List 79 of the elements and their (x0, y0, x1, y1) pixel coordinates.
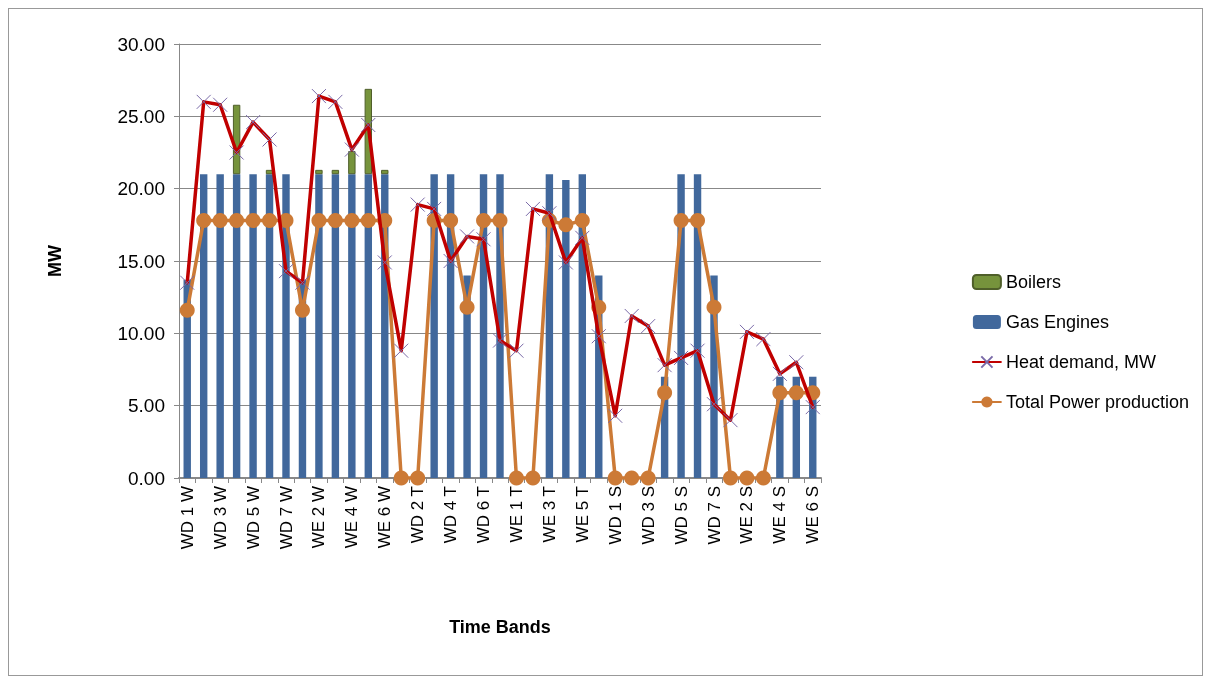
point (360, 213, 376, 228)
legend-label: Boilers (1005, 272, 1061, 292)
y-tick-label: 15.00 (117, 250, 165, 272)
x-tick-label: WD 2 T (408, 486, 428, 544)
point (443, 213, 459, 228)
point (722, 470, 738, 486)
x-tick-label: WE 4 W (342, 486, 362, 549)
y-tick-label: 0.00 (128, 467, 165, 489)
point (525, 470, 541, 486)
x-tick-label: WE 6 S (803, 486, 823, 544)
bar (348, 174, 356, 478)
point (574, 213, 590, 228)
point (508, 470, 524, 486)
point (476, 213, 492, 228)
x-tick-label: WD 7 S (704, 486, 724, 545)
point (755, 470, 771, 486)
legend-label: Heat demand, MW (1005, 352, 1156, 372)
x-tick-label: WE 5 T (572, 486, 592, 543)
bar (562, 179, 570, 478)
point (558, 217, 574, 233)
y-tick-label: 20.00 (117, 178, 165, 200)
point (410, 470, 426, 486)
bar (364, 174, 373, 478)
point (229, 213, 245, 228)
x-tick-label: WD 5 W (243, 486, 263, 550)
point (212, 213, 228, 228)
y-tick-label: 25.00 (117, 105, 165, 127)
legend-label: Total Power production (1005, 392, 1190, 412)
point (772, 385, 788, 401)
bar (331, 174, 340, 478)
point (706, 299, 722, 315)
x-axis-title: Time Bands (449, 617, 551, 637)
y-axis-title: MW (45, 245, 65, 277)
point (459, 299, 475, 315)
point (311, 213, 327, 228)
bar (348, 151, 356, 175)
x-tick-label: WE 3 T (539, 486, 559, 543)
x-tick-label: WE 2 S (737, 486, 757, 544)
y-tick-label: 10.00 (117, 322, 165, 344)
point (657, 385, 673, 401)
point (690, 213, 706, 228)
bar (249, 174, 257, 478)
bar (232, 174, 241, 478)
point (640, 470, 656, 486)
point (673, 213, 689, 228)
x-tick-label: WD 1 W (177, 486, 197, 550)
x-tick-label: WD 5 S (671, 486, 691, 545)
point (294, 302, 310, 318)
y-tick-label: 30.00 (117, 33, 165, 55)
x-tick-label: WE 6 W (375, 486, 395, 549)
bar (331, 169, 340, 175)
point (196, 213, 212, 228)
x-tick-label: WE 4 S (770, 486, 790, 544)
x-tick-label: WD 1 S (605, 486, 625, 545)
point (245, 213, 261, 228)
point (492, 213, 508, 228)
x-tick-label: WD 4 T (441, 486, 461, 544)
point (344, 213, 360, 228)
bar (216, 174, 224, 478)
legend-label: Gas Engines (1005, 312, 1109, 332)
y-tick-label: 5.00 (128, 395, 165, 417)
point (624, 470, 640, 486)
bar (381, 169, 389, 175)
x-tick-label: WD 3 S (638, 486, 658, 545)
x-tick-label: WD 3 W (210, 486, 230, 550)
x-tick-label: WE 1 T (506, 486, 526, 543)
x-tick-label: WE 2 W (309, 486, 329, 549)
point (788, 385, 804, 401)
point (739, 470, 755, 486)
x-tick-label: WD 6 T (474, 486, 494, 544)
point (607, 470, 623, 486)
point (262, 213, 278, 228)
bar (315, 174, 323, 478)
x-tick-label: WD 7 W (276, 486, 296, 550)
point (179, 302, 195, 318)
point (393, 470, 409, 486)
point (327, 213, 343, 228)
bar (315, 169, 323, 175)
bar (265, 174, 274, 478)
